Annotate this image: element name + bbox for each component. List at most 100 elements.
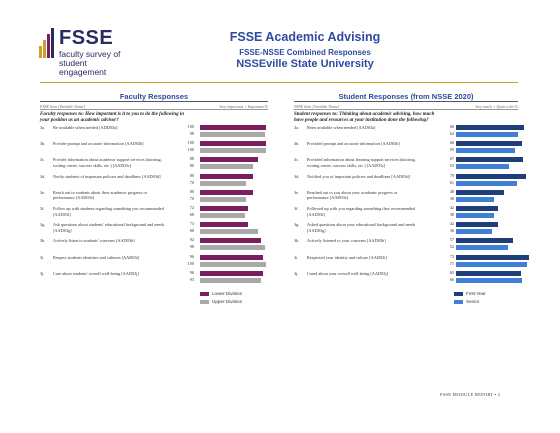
student-item-text: performance [AAD03e] <box>307 195 349 201</box>
page-footer: FSSE MODULE REPORT • 2 <box>440 392 501 397</box>
student-firstyear-bar <box>456 173 526 179</box>
student-senior-bar <box>456 245 508 251</box>
faculty-lower-bar <box>200 125 266 130</box>
logo-bars-icon <box>39 28 55 58</box>
faculty-item-text: Care about students' overall well-being … <box>53 270 139 276</box>
student-firstyear-value: 70 <box>449 172 454 178</box>
faculty-upper-bar <box>200 229 259 235</box>
student-senior-value: 61 <box>449 179 454 185</box>
header-divider <box>40 82 518 83</box>
student-item-number: 3j. <box>294 270 299 276</box>
faculty-item-text: writing center, success skills, etc.) [A… <box>53 162 132 168</box>
faculty-upper-value: 100 <box>187 260 194 266</box>
institution-name: NSSEville State University <box>236 58 374 70</box>
faculty-item-number: 3a. <box>40 125 46 130</box>
student-firstyear-bar <box>456 189 504 195</box>
student-senior-bar <box>456 164 509 170</box>
student-firstyear-value: 73 <box>449 253 454 259</box>
faculty-lower-bar <box>200 222 249 228</box>
student-senior-value: 36 <box>449 228 454 234</box>
faculty-upper-value: 70 <box>189 195 194 201</box>
student-firstyear-value: 66 <box>449 140 454 146</box>
student-item-text: Actively listened to your concerns [AAD0… <box>307 238 386 244</box>
faculty-lower-value: 80 <box>189 188 194 194</box>
student-senior-value: 71 <box>449 260 454 266</box>
faculty-lower-bar <box>200 157 259 163</box>
faculty-lower-bar <box>200 254 264 260</box>
faculty-upper-bar <box>200 148 266 154</box>
faculty-item-text: Actively listen to students' concerns [A… <box>53 238 135 244</box>
student-section-rule <box>294 101 518 102</box>
student-firstyear-value: 65 <box>449 269 454 275</box>
student-firstyear-bar <box>456 157 523 163</box>
legend-lower-swatch <box>200 292 209 296</box>
report-subtitle: FSSE-NSSE Combined Responses <box>239 48 371 57</box>
faculty-item-number: 3i. <box>40 254 45 260</box>
faculty-lower-bar <box>200 206 248 211</box>
faculty-item-text: Follow up with students regarding someth… <box>53 206 164 211</box>
faculty-item-number: 3b. <box>40 141 46 147</box>
faculty-lower-value: 88 <box>189 156 194 162</box>
student-senior-bar <box>456 180 517 186</box>
student-item-number: 3i. <box>294 254 299 260</box>
fsse-logo: FSSE faculty survey of student engagemen… <box>39 27 129 77</box>
student-senior-bar <box>456 277 522 283</box>
faculty-lower-value: 73 <box>189 221 194 227</box>
student-senior-bar <box>456 196 494 202</box>
faculty-upper-value: 80 <box>189 163 194 169</box>
faculty-upper-value: 98 <box>189 131 194 136</box>
legend-upper-swatch <box>200 300 209 304</box>
student-item-text: Cared about your overall well-being [AAD… <box>307 270 389 276</box>
student-senior-value: 66 <box>449 276 454 282</box>
student-firstyear-bar <box>456 270 521 276</box>
legend-firstyear-swatch <box>454 292 463 296</box>
faculty-item-number: 3h. <box>40 238 46 244</box>
faculty-lower-value: 100 <box>187 140 194 146</box>
student-senior-bar <box>456 213 494 218</box>
faculty-upper-bar <box>200 180 247 186</box>
faculty-item-text: Respect students identities and cultures… <box>53 254 140 260</box>
student-firstyear-value: 48 <box>449 188 454 194</box>
student-firstyear-bar <box>456 238 513 244</box>
legend-firstyear-label: First-Year <box>466 291 486 296</box>
student-item-text: writing center, success skills, etc.) [A… <box>307 162 386 168</box>
student-senior-value: 59 <box>449 147 454 153</box>
faculty-lower-value: 96 <box>189 253 194 259</box>
student-header-rule <box>294 109 518 110</box>
faculty-item-number: 3d. <box>40 173 46 179</box>
logo-tagline-1: faculty survey of <box>59 49 121 59</box>
legend-senior-swatch <box>454 300 463 304</box>
faculty-section-rule <box>40 101 268 102</box>
student-item-number: 3g. <box>294 222 300 228</box>
report-title: FSSE Academic Advising <box>229 30 381 44</box>
student-item-text: Provided prompt and accurate information… <box>307 141 400 147</box>
faculty-lower-value: 100 <box>187 124 194 129</box>
faculty-item-text: [AAD03f] <box>53 211 71 217</box>
student-item-number: 3a. <box>294 125 300 130</box>
student-item-text: Respected your identity and culture [AAD… <box>307 254 387 260</box>
legend-senior-label: Senior <box>466 299 480 304</box>
faculty-upper-bar <box>200 164 253 170</box>
faculty-lower-bar <box>200 189 253 195</box>
student-item-text: Followed up with you regarding something… <box>307 206 416 211</box>
faculty-item-text: Reach out to students about their academ… <box>53 189 148 195</box>
faculty-col-item-header: FSSE Item [Variable Name] <box>40 104 85 109</box>
student-col-item-header: NSSE Item [Variable Name] <box>294 104 340 109</box>
legend-lower-label: Lower-Division <box>212 291 243 296</box>
faculty-upper-bar <box>200 245 265 251</box>
student-item-number: 3h. <box>294 238 300 244</box>
faculty-item-text: Be available when needed [ADD03a] <box>53 125 118 130</box>
faculty-item-number: 3j. <box>40 270 45 276</box>
student-senior-value: 53 <box>449 163 454 169</box>
faculty-item-text: Ask questions about students' educationa… <box>53 222 165 228</box>
faculty-lower-value: 96 <box>189 269 194 275</box>
student-firstyear-bar <box>456 125 524 130</box>
faculty-lower-bar <box>200 238 261 244</box>
student-senior-bar <box>456 132 518 137</box>
student-firstyear-bar <box>456 206 498 211</box>
faculty-lower-value: 92 <box>189 237 194 243</box>
faculty-item-text: Provide prompt and accurate information … <box>53 141 144 147</box>
faculty-upper-value: 88 <box>189 228 194 234</box>
faculty-upper-bar <box>200 261 266 267</box>
student-item-text: [AAD03g] <box>307 227 326 233</box>
